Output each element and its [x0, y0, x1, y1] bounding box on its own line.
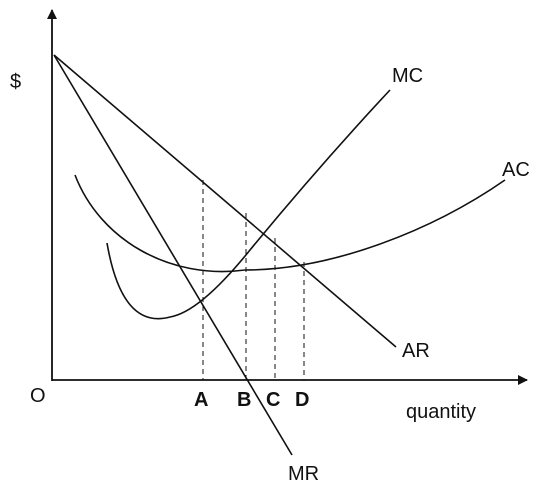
x-axis-label: quantity — [406, 401, 476, 423]
quantity-label-c: C — [266, 389, 280, 411]
origin-label: O — [30, 385, 46, 407]
ar-curve — [53, 54, 397, 348]
ac-curve — [74, 174, 506, 273]
quantity-label-d: D — [295, 389, 309, 411]
y-axis-label: $ — [10, 71, 21, 93]
ar-label: AR — [402, 340, 430, 362]
mc-curve — [106, 89, 391, 320]
ac-label: AC — [502, 159, 530, 181]
mr-curve — [53, 54, 293, 456]
mc-label: MC — [392, 65, 423, 87]
quantity-label-b: B — [237, 389, 251, 411]
quantity-label-a: A — [194, 389, 208, 411]
mr-label: MR — [288, 463, 319, 485]
